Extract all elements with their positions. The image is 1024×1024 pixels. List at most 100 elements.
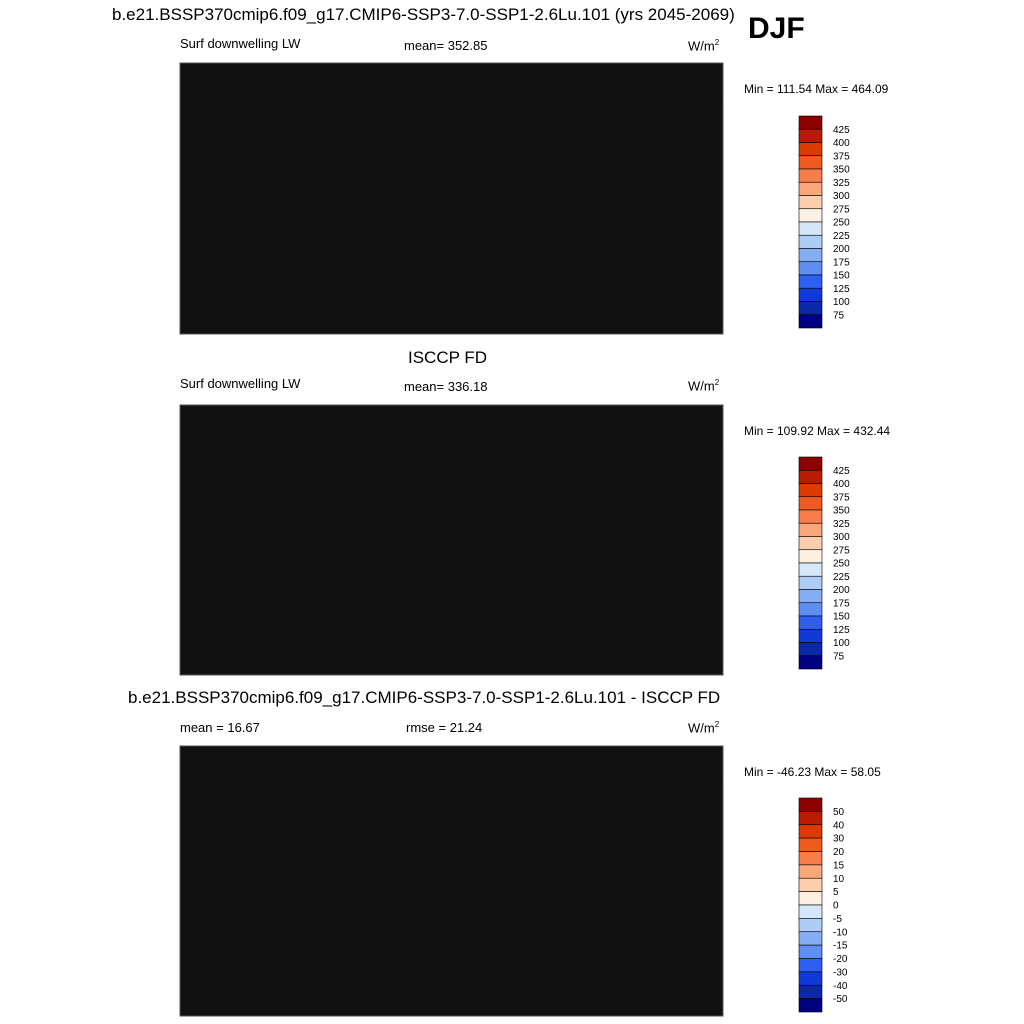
colorbar-tick-label: 300 (833, 191, 850, 202)
colorbar-tick-label: 30 (833, 834, 845, 845)
map-panel-1 (179, 62, 724, 335)
colorbar-tick-label: 75 (833, 651, 845, 662)
colorbar-swatch (798, 602, 823, 617)
panel-1-units: W/m2 (688, 38, 720, 54)
panel-2-title: ISCCP FD (408, 348, 488, 367)
colorbar-swatch (798, 931, 823, 946)
colorbar-tick-label: 200 (833, 585, 850, 596)
colorbar-tick-label: 40 (833, 820, 845, 831)
colorbar-tick-label: 0 (833, 901, 839, 912)
panel-3-minmax: Min = -46.23 Max = 58.05 (744, 765, 881, 779)
colorbar-tick-label: 15 (833, 860, 845, 871)
colorbar-swatch (798, 155, 823, 170)
colorbar-swatch (798, 221, 823, 236)
colorbar-tick-label: 250 (833, 218, 850, 229)
colorbar-swatch (798, 208, 823, 223)
panel-1-title: b.e21.BSSP370cmip6.f09_g17.CMIP6-SSP3-7.… (112, 5, 735, 24)
panel-1-variable-label: Surf downwelling LW (180, 36, 301, 51)
colorbar-tick-label: 175 (833, 257, 850, 268)
panel-2-variable-label: Surf downwelling LW (180, 376, 301, 391)
panel-3-units: W/m2 (688, 720, 720, 736)
colorbar-swatch (798, 314, 823, 329)
colorbar-swatch (798, 496, 823, 511)
season-label: DJF (748, 12, 805, 45)
colorbar-tick-label: 75 (833, 310, 845, 321)
colorbar-tick-label: 250 (833, 559, 850, 570)
colorbar-tick-label: 300 (833, 532, 850, 543)
map-frame (179, 62, 724, 335)
colorbar-tick-label: -5 (833, 914, 842, 925)
colorbar-tick-label: -40 (833, 981, 848, 992)
colorbar-swatch (798, 522, 823, 537)
colorbar-tick-label: 100 (833, 297, 850, 308)
colorbar-tick-label: 10 (833, 874, 845, 885)
colorbar-tick-label: 225 (833, 572, 850, 583)
colorbar-swatch (798, 509, 823, 524)
colorbar-swatch (798, 811, 823, 826)
colorbar-tick-label: 400 (833, 138, 850, 149)
colorbar-tick-label: 150 (833, 271, 850, 282)
colorbar-tick-label: -10 (833, 927, 848, 938)
colorbar-swatch (798, 642, 823, 657)
coastlines (180, 410, 723, 656)
coastlines (180, 751, 723, 997)
colorbar-swatch (798, 234, 823, 249)
colorbar-tick-label: 425 (833, 125, 850, 136)
colorbar-swatch (798, 904, 823, 919)
colorbar-tick-label: 50 (833, 807, 845, 818)
colorbar-swatch (798, 195, 823, 210)
colorbar-tick-label: 425 (833, 466, 850, 477)
colorbar-swatch (798, 918, 823, 933)
map-panel-3 (179, 745, 724, 1017)
colorbar-swatch (798, 589, 823, 604)
colorbar-tick-label: 350 (833, 506, 850, 517)
colorbar-tick-label: 325 (833, 519, 850, 530)
colorbar-swatch (798, 168, 823, 183)
colorbar-tick-label: -15 (833, 941, 848, 952)
colorbar-tick-label: 275 (833, 545, 850, 556)
colorbar-tick-label: -50 (833, 994, 848, 1005)
colorbar-swatch (798, 181, 823, 196)
colorbar-swatch (798, 797, 823, 812)
colorbar-tick-label: 5 (833, 887, 839, 898)
colorbar-swatch (798, 128, 823, 143)
colorbar-swatch (798, 998, 823, 1013)
colorbar-tick-label: 175 (833, 598, 850, 609)
colorbar-swatch (798, 261, 823, 276)
colorbar-swatch (798, 971, 823, 986)
colorbar-tick-label: 150 (833, 612, 850, 623)
panel-1-mean-label: mean= 352.85 (404, 38, 488, 53)
colorbar-swatch (798, 575, 823, 590)
map-frame (179, 745, 724, 1017)
panel-3-mean-label: mean = 16.67 (180, 720, 260, 735)
colorbar-tick-label: 125 (833, 625, 850, 636)
panel-3-rmse-label: rmse = 21.24 (406, 720, 483, 735)
colorbar-swatch (798, 483, 823, 498)
colorbar-tick-label: 400 (833, 479, 850, 490)
colorbar-tick-label: 200 (833, 244, 850, 255)
colorbar-swatch (798, 469, 823, 484)
colorbar-2: 425 400 375 350 325 300 275 250 225 200 175 150 125 1… (798, 456, 850, 670)
colorbar-swatch (798, 944, 823, 959)
colorbar-tick-label: 20 (833, 847, 845, 858)
colorbar-tick-label: 375 (833, 151, 850, 162)
colorbar-tick-label: 100 (833, 638, 850, 649)
colorbar-swatch (798, 984, 823, 999)
colorbar-tick-label: 225 (833, 231, 850, 242)
colorbar-swatch (798, 549, 823, 564)
panel-2-mean-label: mean= 336.18 (404, 379, 488, 394)
colorbar-swatch (798, 891, 823, 906)
colorbar-swatch (798, 274, 823, 289)
colorbar-tick-label: 125 (833, 284, 850, 295)
colorbar-swatch (798, 628, 823, 643)
map-panel-2 (179, 404, 724, 676)
colorbar-swatch (798, 824, 823, 839)
panel-2-units: W/m2 (688, 378, 720, 394)
colorbar-swatch (798, 864, 823, 879)
colorbar-swatch (798, 877, 823, 892)
panel-3-title: b.e21.BSSP370cmip6.f09_g17.CMIP6-SSP3-7.… (128, 688, 721, 707)
colorbar-swatch (798, 655, 823, 670)
colorbar-tick-label: -20 (833, 954, 848, 965)
colorbar-swatch (798, 837, 823, 852)
